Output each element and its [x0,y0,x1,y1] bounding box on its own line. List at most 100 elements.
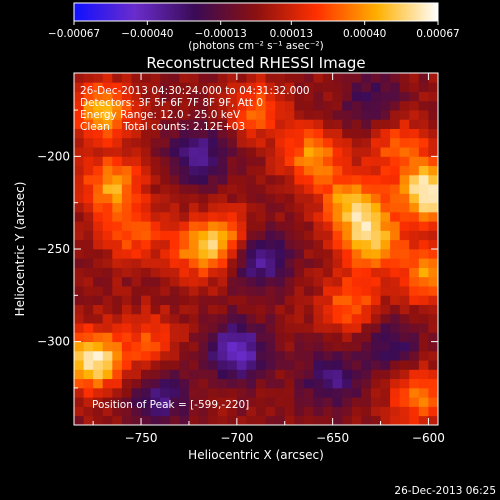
heatmap-cell [102,193,113,204]
heatmap-cell [169,323,180,333]
heatmap-cell [390,286,401,296]
heatmap-cell [265,193,276,204]
heatmap-cell [313,267,324,278]
heatmap-cell [303,193,314,204]
heatmap-cell [74,378,84,389]
heatmap-cell [208,100,219,111]
heatmap-cell [150,128,161,139]
heatmap-cell [323,230,334,241]
heatmap-cell [198,341,209,352]
heatmap-cell [208,174,219,185]
heatmap-cell [179,258,190,268]
heatmap-cell [342,378,353,389]
heatmap-cell [188,332,199,343]
heatmap-cell [390,332,401,343]
heatmap-cell [227,147,238,157]
heatmap-cell [390,156,401,167]
heatmap-cell [284,82,295,92]
heatmap-cell [284,211,295,222]
heatmap-cell [83,137,94,148]
heatmap-cell [198,100,209,111]
heatmap-cell [121,202,132,213]
heatmap-cell [141,397,152,407]
heatmap-cell [390,73,401,83]
heatmap-cell [370,295,381,305]
heatmap-cell [265,221,276,231]
heatmap-cell [303,211,314,222]
heatmap-cell [256,295,266,305]
heatmap-cell [256,332,266,343]
heatmap-cell [418,332,429,343]
heatmap-cell [227,174,238,185]
heatmap-cell [141,100,152,111]
heatmap-cell [208,239,219,250]
heatmap-cell [198,193,209,204]
heatmap-cell [102,304,113,315]
heatmap-cell [275,360,286,370]
heatmap-cell [294,350,305,361]
heatmap-cell [198,221,209,231]
heatmap-cell [83,193,94,204]
heatmap-cell [303,286,314,296]
heatmap-cell [83,128,94,139]
heatmap-cell [303,147,314,157]
heatmap-cell [83,387,94,398]
heatmap-cell [246,249,257,259]
heatmap-cell [112,193,123,204]
heatmap-cell [179,239,190,250]
heatmap-cell [93,286,104,296]
heatmap-cell [313,165,324,176]
heatmap-cell [256,128,266,139]
heatmap-cell [265,286,276,296]
heatmap-cell [303,313,314,324]
heatmap-cell [409,239,420,250]
heatmap-cell [246,128,257,139]
heatmap-cell [332,258,343,268]
heatmap-cell [217,91,228,102]
heatmap-cell [265,378,276,389]
colorbar-tick-label: 0.00067 [416,28,459,40]
heatmap-cell [131,360,142,370]
heatmap-cell [275,415,286,425]
heatmap-cell [284,267,295,278]
heatmap-cell [418,100,429,111]
heatmap-cell [380,82,391,92]
heatmap-cell [102,165,113,176]
annotation-detectors: Detectors: 3F 5F 6F 7F 8F 9F, Att 0 [80,97,263,109]
heatmap-cell [332,211,343,222]
heatmap-cell [93,119,104,129]
heatmap-cell [303,73,314,83]
heatmap-cell [83,295,94,305]
heatmap-cell [236,406,247,417]
heatmap-cell [361,341,372,352]
heatmap-cell [102,323,113,333]
heatmap-cell [284,156,295,167]
heatmap-cell [227,397,238,407]
heatmap-cell [208,184,219,194]
heatmap-cell [198,249,209,259]
heatmap-cell [313,193,324,204]
heatmap-cell [390,387,401,398]
heatmap-cell [313,387,324,398]
heatmap-cell [351,332,362,343]
heatmap-cell [399,174,410,185]
heatmap-cell [294,165,305,176]
heatmap-cell [351,73,362,83]
heatmap-cell [361,406,372,417]
heatmap-cell [112,378,123,389]
heatmap-cell [93,332,104,343]
heatmap-cell [380,286,391,296]
heatmap-cell [390,82,401,92]
heatmap-cell [160,341,171,352]
heatmap-cell [342,110,353,120]
heatmap-cell [102,73,113,83]
heatmap-cell [284,258,295,268]
heatmap-cell [188,91,199,102]
heatmap-cell [121,174,132,185]
heatmap-cell [284,110,295,120]
heatmap-cell [93,202,104,213]
heatmap-cell [294,128,305,139]
heatmap-cell [236,91,247,102]
heatmap-cell [265,406,276,417]
heatmap-cell [188,239,199,250]
